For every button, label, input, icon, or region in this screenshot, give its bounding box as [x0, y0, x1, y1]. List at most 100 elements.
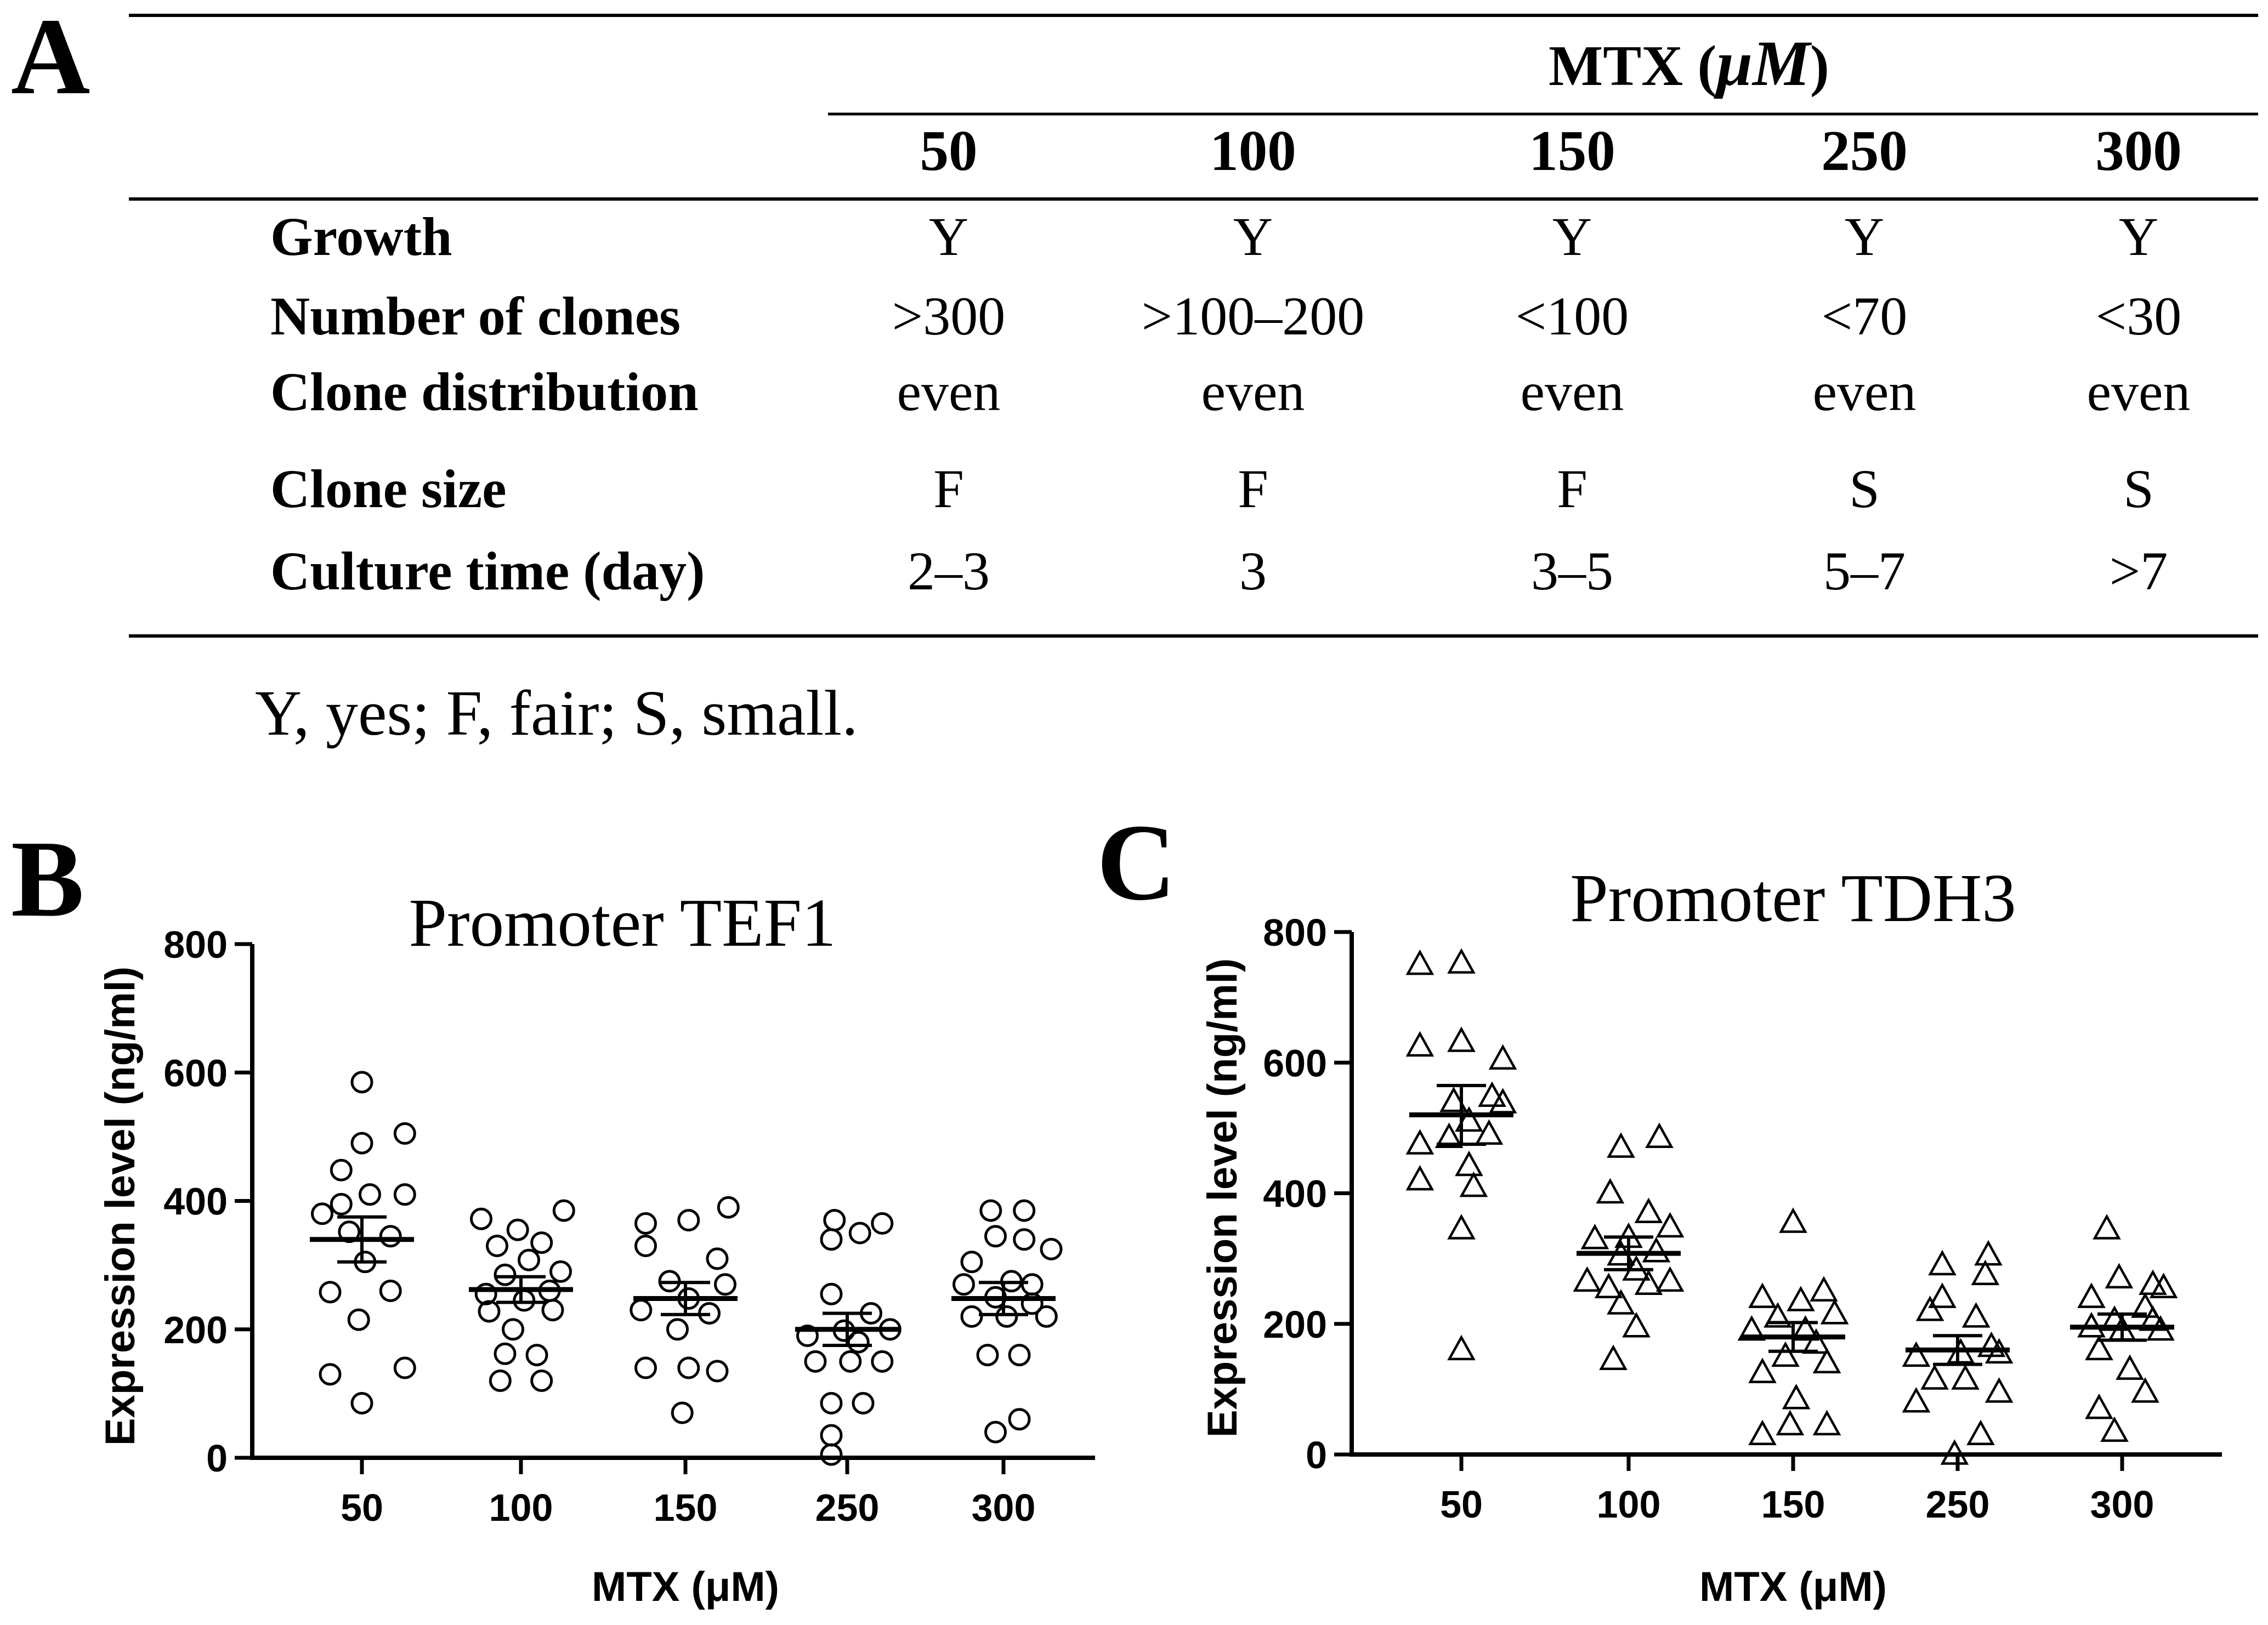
data-point	[1594, 1272, 1623, 1298]
chart-title: Promoter TDH3	[1570, 861, 2016, 936]
panel-c: C Promoter TDH3 Expression level (ng/ml)…	[1097, 802, 2222, 1610]
data-point	[820, 1228, 843, 1251]
data-point	[1447, 948, 1476, 974]
data-point	[976, 1344, 999, 1367]
table-cell: <30	[2096, 286, 2181, 346]
data-point	[634, 1212, 657, 1235]
y-tick-label: 600	[163, 1052, 228, 1094]
data-point	[552, 1199, 575, 1222]
series-group-250	[795, 1209, 901, 1466]
data-point	[1810, 1276, 1838, 1302]
data-point	[1607, 1289, 1635, 1315]
data-point	[2105, 1263, 2134, 1289]
data-point	[347, 1308, 370, 1331]
table-group-header: MTX (μM)	[1549, 27, 1829, 99]
data-point	[1035, 1305, 1058, 1328]
y-axis-ticks: 0 200 400 600 800	[1263, 911, 1352, 1476]
data-point	[979, 1199, 1002, 1222]
data-point	[2116, 1354, 2144, 1380]
data-point	[1655, 1212, 1685, 1238]
data-point	[1020, 1292, 1044, 1315]
data-point	[1791, 1315, 1820, 1341]
data-point	[634, 1356, 657, 1379]
x-axis-label: MTX (μM)	[1699, 1564, 1887, 1610]
data-point	[359, 1183, 381, 1206]
data-point	[1915, 1296, 1944, 1321]
data-point	[1920, 1364, 1949, 1390]
table-cell: Y	[1552, 206, 1592, 267]
data-point	[311, 1202, 333, 1225]
table-cell: S	[2123, 458, 2154, 519]
data-point	[714, 1273, 736, 1296]
series-group-100	[469, 1199, 575, 1392]
data-point	[1961, 1302, 1991, 1328]
data-point	[1966, 1419, 1995, 1446]
data-point	[839, 1350, 862, 1373]
y-tick-label: 0	[1306, 1434, 1327, 1476]
table-footnote: Y, yes; F, fair; S, small.	[255, 677, 858, 749]
data-point	[820, 1282, 843, 1305]
series-group-300	[2070, 1214, 2178, 1442]
data-point	[1622, 1311, 1651, 1338]
x-tick-label: 300	[2090, 1483, 2154, 1526]
series-group-150	[630, 1196, 740, 1424]
data-point	[1820, 1299, 1849, 1325]
table-column-header: 250	[1821, 118, 1908, 183]
data-point	[2131, 1292, 2159, 1318]
table-cell: 5–7	[1823, 541, 1906, 601]
data-point	[1488, 1088, 1517, 1113]
data-point	[1634, 1197, 1663, 1223]
data-point	[1475, 1119, 1504, 1145]
x-axis-ticks: 50 100 150 250 300	[341, 1458, 1035, 1529]
data-point	[1737, 1315, 1766, 1341]
data-point	[330, 1192, 353, 1215]
data-point	[1459, 1171, 1488, 1197]
series-group-300	[951, 1199, 1063, 1444]
table-cell: 3–5	[1531, 541, 1613, 601]
table-column-header: 50	[920, 118, 978, 183]
data-point	[984, 1421, 1007, 1444]
data-point	[666, 1318, 689, 1341]
panel-label-a: A	[11, 0, 90, 117]
table-cell: even	[1201, 361, 1305, 422]
table-cell: Y	[929, 206, 968, 267]
y-axis: 0 200 400 600 800	[163, 923, 254, 1480]
data-point	[393, 1122, 416, 1145]
x-tick-label: 250	[1926, 1483, 1990, 1526]
table-cell: even	[897, 361, 1001, 422]
data-point	[1812, 1348, 1841, 1373]
data-point	[820, 1391, 843, 1414]
data-point	[2131, 1377, 2159, 1403]
data-point	[330, 1158, 353, 1181]
data-point	[1787, 1286, 1815, 1311]
panel-b: B Promoter TEF1 Expression level (ng/ml)…	[11, 819, 1095, 1610]
data-point	[847, 1331, 870, 1354]
data-point	[1020, 1273, 1044, 1296]
data-point	[549, 1260, 572, 1283]
series-group-250	[1902, 1240, 2014, 1465]
plot-area	[1405, 948, 2178, 1465]
data-point	[1405, 949, 1434, 975]
data-point	[852, 1391, 875, 1414]
data-point	[1928, 1282, 1957, 1308]
data-point	[2085, 1393, 2113, 1419]
data-point	[1405, 1031, 1434, 1057]
data-point	[1013, 1199, 1036, 1222]
data-point	[717, 1196, 740, 1219]
data-point	[1573, 1266, 1602, 1292]
data-point	[530, 1231, 553, 1254]
table-column-headers: 50 100 150 250 300	[920, 118, 2182, 183]
x-tick-label: 50	[341, 1486, 383, 1529]
data-point	[1447, 1026, 1476, 1052]
x-tick-label: 300	[972, 1486, 1036, 1529]
data-point	[1488, 1044, 1517, 1070]
data-point	[1478, 1081, 1506, 1107]
data-point	[1405, 1129, 1434, 1155]
table-row-label: Culture time (day)	[270, 541, 705, 601]
data-point	[1776, 1410, 1805, 1436]
y-axis-label: Expression level (ng/ml)	[1199, 958, 1246, 1438]
data-point	[541, 1299, 564, 1322]
y-tick-label: 800	[163, 923, 228, 966]
data-point	[1645, 1122, 1674, 1148]
x-axis: 50 100 150 250 300	[250, 1456, 1095, 1529]
